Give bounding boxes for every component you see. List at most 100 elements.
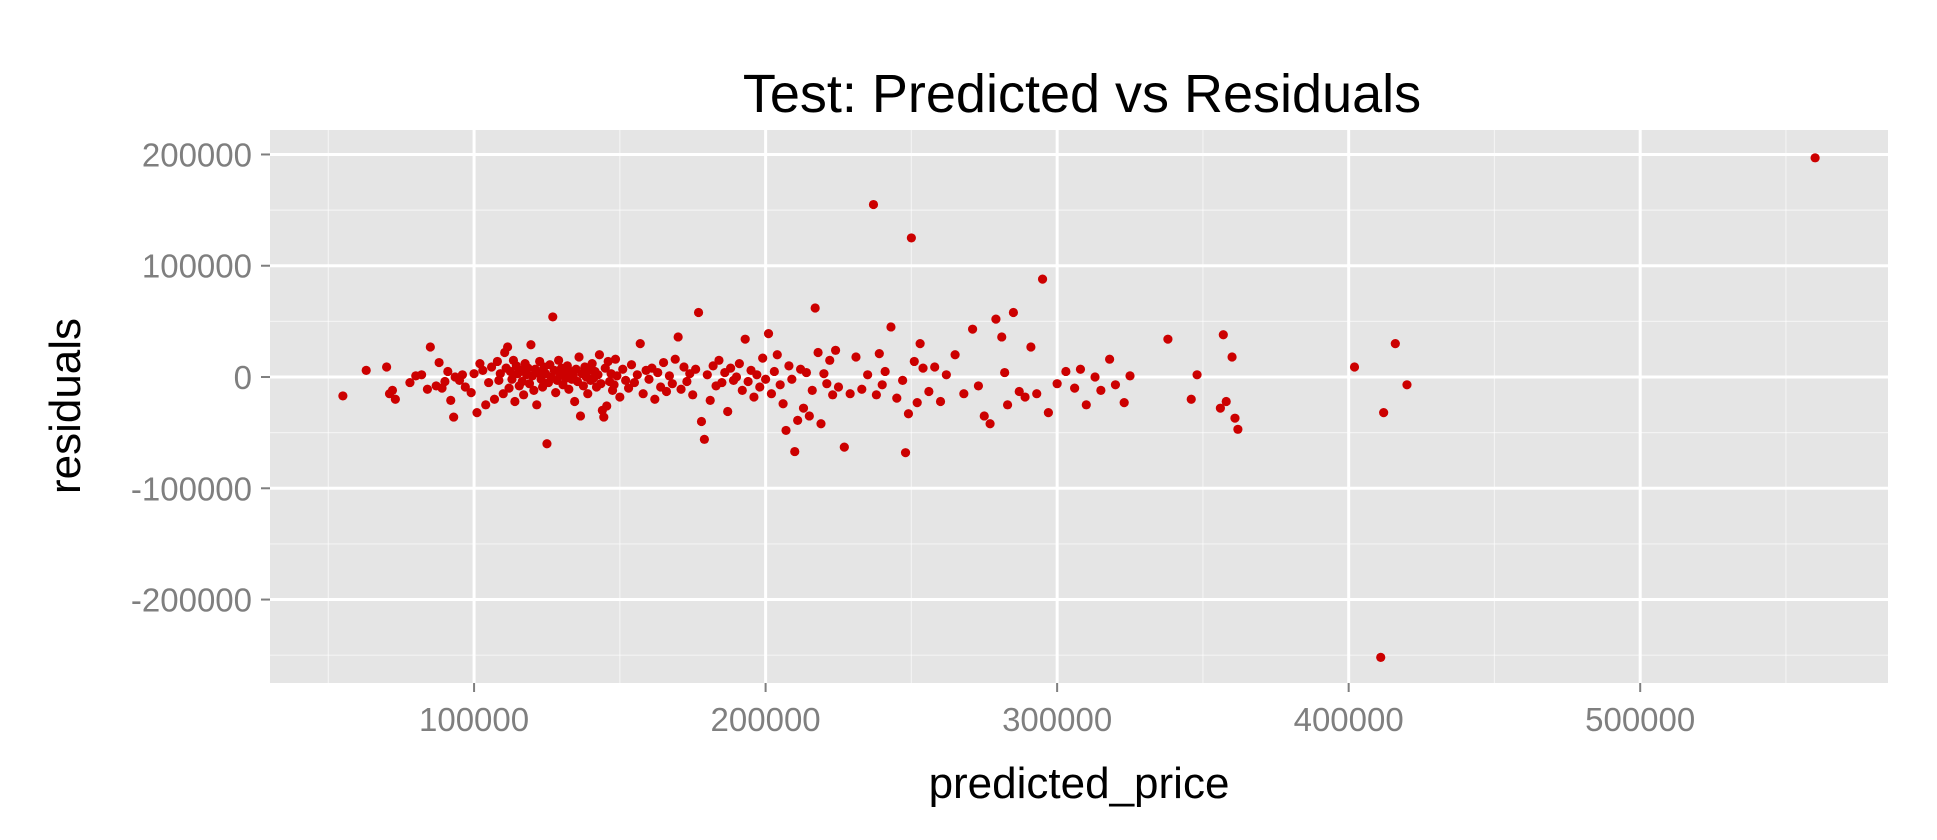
data-point bbox=[574, 352, 584, 362]
data-point bbox=[737, 385, 747, 395]
x-axis-ticks: 100000 200000 300000 400000 500000 bbox=[419, 683, 1695, 738]
data-point bbox=[1125, 371, 1135, 381]
data-point bbox=[658, 357, 669, 368]
chart-title: Test: Predicted vs Residuals bbox=[743, 64, 1421, 124]
data-point bbox=[1218, 330, 1228, 340]
y-tick-label: 100000 bbox=[142, 248, 252, 285]
data-point bbox=[723, 406, 733, 417]
data-point bbox=[1379, 408, 1389, 418]
data-point bbox=[1090, 372, 1100, 382]
data-point bbox=[1376, 652, 1386, 663]
data-point bbox=[629, 377, 640, 388]
data-point bbox=[749, 392, 759, 402]
data-point bbox=[1000, 367, 1010, 378]
data-points bbox=[338, 153, 1820, 663]
data-point bbox=[570, 396, 580, 407]
data-point bbox=[615, 392, 625, 402]
data-point bbox=[635, 339, 645, 349]
data-point bbox=[551, 387, 561, 398]
data-point bbox=[900, 448, 911, 458]
x-tick-label: 500000 bbox=[1585, 701, 1695, 738]
data-point bbox=[1402, 380, 1412, 390]
data-point bbox=[502, 342, 513, 352]
data-point bbox=[868, 199, 879, 210]
data-point bbox=[1061, 366, 1071, 377]
data-point bbox=[504, 383, 514, 393]
data-point bbox=[460, 382, 470, 392]
data-point bbox=[469, 369, 479, 379]
data-point bbox=[696, 416, 707, 427]
data-point bbox=[667, 379, 677, 389]
data-point bbox=[542, 439, 552, 449]
data-point bbox=[924, 386, 934, 397]
data-point bbox=[578, 381, 588, 391]
data-point bbox=[670, 354, 680, 364]
data-point bbox=[798, 403, 809, 413]
data-point bbox=[833, 382, 844, 392]
data-point bbox=[810, 303, 820, 313]
x-tick-label: 300000 bbox=[1002, 701, 1112, 738]
data-point bbox=[602, 401, 612, 411]
y-tick-label: -200000 bbox=[131, 582, 252, 619]
data-point bbox=[548, 312, 558, 322]
data-point bbox=[609, 380, 619, 390]
data-point bbox=[892, 393, 902, 403]
data-point bbox=[457, 370, 468, 380]
data-point bbox=[596, 379, 606, 389]
data-point bbox=[871, 390, 881, 400]
data-point bbox=[1233, 424, 1243, 434]
data-point bbox=[734, 359, 744, 369]
data-point bbox=[338, 391, 348, 401]
data-point bbox=[790, 446, 800, 457]
data-point bbox=[1096, 385, 1106, 395]
data-point bbox=[532, 400, 542, 410]
data-point bbox=[492, 356, 502, 367]
y-tick-label: 200000 bbox=[142, 136, 252, 173]
data-point bbox=[564, 384, 574, 394]
data-point bbox=[979, 411, 989, 421]
data-point bbox=[510, 396, 520, 407]
data-point bbox=[752, 370, 762, 380]
data-point bbox=[1052, 379, 1062, 389]
data-point bbox=[593, 370, 603, 380]
data-point bbox=[505, 366, 516, 377]
data-point bbox=[898, 375, 908, 385]
data-point bbox=[903, 409, 914, 419]
data-point bbox=[863, 370, 873, 380]
data-point bbox=[886, 322, 896, 332]
data-point bbox=[679, 362, 689, 372]
data-point bbox=[673, 332, 683, 342]
minor-gridlines bbox=[270, 130, 1888, 683]
data-point bbox=[822, 379, 832, 389]
data-point bbox=[382, 362, 392, 372]
data-point bbox=[793, 415, 803, 426]
data-point bbox=[804, 411, 814, 421]
data-point bbox=[880, 366, 890, 377]
data-point bbox=[918, 363, 928, 373]
data-point bbox=[524, 379, 535, 389]
data-point bbox=[787, 374, 797, 384]
data-point bbox=[484, 377, 494, 388]
x-tick-label: 100000 bbox=[419, 701, 529, 738]
data-point bbox=[935, 396, 946, 407]
data-point bbox=[909, 356, 919, 367]
data-point bbox=[705, 395, 715, 405]
data-point bbox=[830, 345, 841, 355]
data-point bbox=[446, 395, 456, 405]
data-point bbox=[390, 394, 400, 404]
data-point bbox=[676, 384, 686, 394]
data-point bbox=[781, 425, 791, 436]
data-point bbox=[941, 370, 951, 380]
data-point bbox=[489, 394, 500, 404]
data-point bbox=[1349, 362, 1360, 372]
data-point bbox=[472, 408, 482, 418]
data-point bbox=[1119, 398, 1129, 408]
data-point bbox=[632, 370, 642, 380]
data-point bbox=[717, 377, 727, 388]
data-point bbox=[1081, 400, 1091, 410]
data-point bbox=[807, 385, 817, 395]
data-point bbox=[702, 370, 712, 380]
data-point bbox=[761, 374, 771, 384]
data-point bbox=[575, 411, 586, 421]
